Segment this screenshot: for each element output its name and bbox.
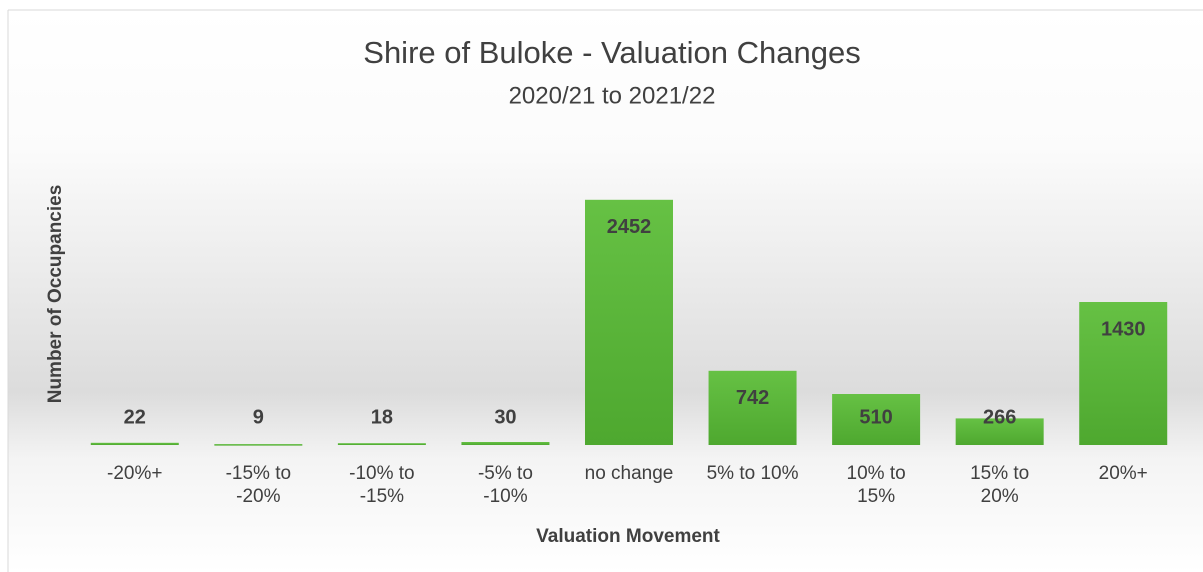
x-axis-label: Valuation Movement [536,526,720,547]
x-tick-label: -15% to -20% [225,463,292,507]
bar [585,199,673,445]
data-label: 2452 [607,216,652,238]
x-tick-label: -5% to -10% [477,463,533,507]
data-label: 30 [494,406,516,428]
data-label: 18 [371,406,393,428]
bar [708,370,797,445]
data-label: 9 [253,406,264,428]
data-label: 22 [124,406,146,428]
bar [214,444,303,446]
data-label: 1430 [1101,318,1146,340]
bar [90,442,179,445]
x-tick-label: 15% to 20% [970,463,1030,507]
x-tick-label: no change [584,463,674,484]
bar [461,442,550,445]
x-tick-label: 20%+ [1098,463,1148,484]
data-label: 742 [736,387,769,409]
x-tick-label: -20%+ [107,463,163,484]
chart-title: Shire of Buloke - Valuation Changes [363,35,860,70]
data-label: 266 [983,406,1016,428]
y-axis-label: Number of Occupancies [45,185,66,404]
bar [1079,302,1168,445]
data-label: 510 [859,406,892,428]
x-tick-label: 10% to 15% [846,463,906,507]
chart-subtitle: 2020/21 to 2021/22 [509,82,716,109]
bar [955,418,1044,445]
bar [832,394,921,445]
bar [337,443,426,445]
x-tick-label: 5% to 10% [706,463,799,484]
x-tick-label: -10% to -15% [349,463,415,507]
